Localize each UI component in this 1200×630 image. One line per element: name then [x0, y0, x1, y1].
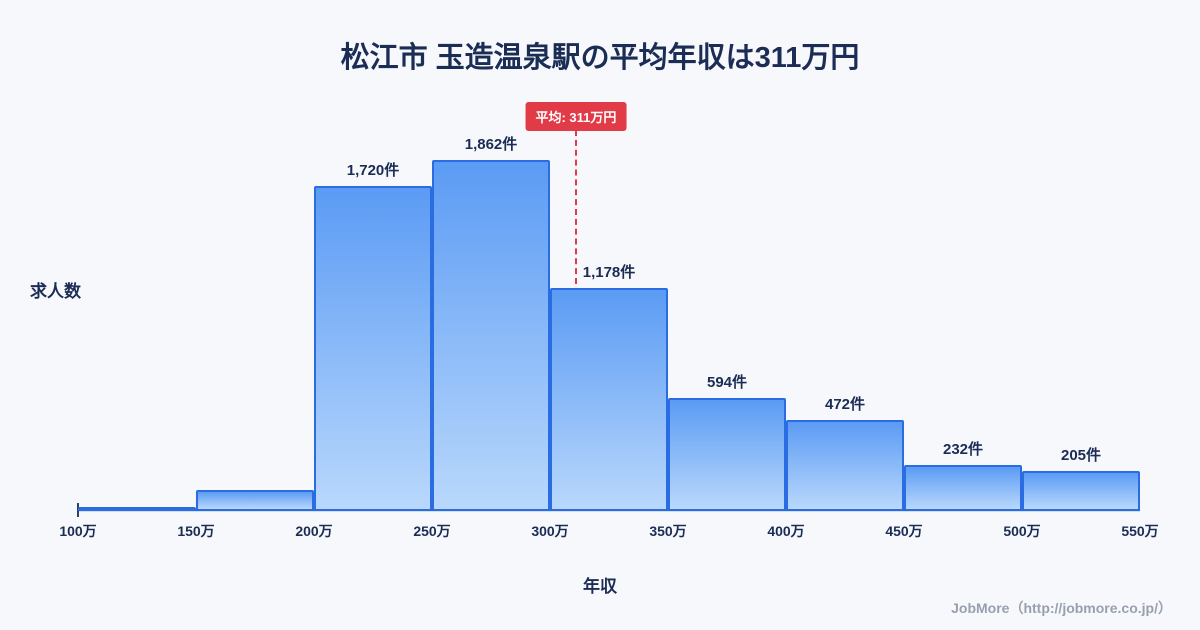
bar-value-label: 1,178件	[582, 263, 636, 281]
histogram-bar	[1022, 470, 1140, 511]
bar-value-label: 1,862件	[464, 135, 518, 153]
histogram-bar	[550, 287, 668, 511]
x-tick-label: 200万	[295, 523, 333, 539]
footer-credit: JobMore（http://jobmore.co.jp/）	[951, 600, 1172, 616]
histogram-bar	[78, 507, 196, 511]
x-tick-label: 400万	[767, 523, 805, 539]
x-axis-label: 年収	[583, 577, 617, 596]
x-tick-label: 450万	[885, 523, 923, 539]
bar-value-label: 232件	[942, 441, 984, 459]
average-badge: 平均: 311万円	[525, 102, 627, 131]
bar-value-label: 1,720件	[346, 162, 400, 180]
bar-value-label: 205件	[1060, 446, 1102, 464]
bar-value-label: 472件	[824, 396, 866, 414]
x-tick-label: 300万	[531, 523, 569, 539]
x-tick-label: 550万	[1121, 523, 1159, 539]
histogram-bar	[432, 159, 550, 511]
histogram-bar	[314, 186, 432, 511]
chart-title: 松江市 玉造温泉駅の平均年収は311万円	[340, 42, 860, 74]
x-axis-ticks: 100万 150万 200万 250万 300万 350万 400万 450万 500万 550万	[59, 521, 1158, 541]
bar-value-label: 594件	[706, 373, 748, 391]
x-tick-label: 100万	[59, 523, 97, 539]
x-tick-label: 150万	[177, 523, 215, 539]
histogram-bar	[668, 397, 786, 511]
plot-area: 平均: 311万円 1,720件 1,862件 1,178件 594件 472件 232件…	[77, 100, 1140, 517]
y-axis-label: 求人数	[30, 282, 81, 301]
x-tick-label: 250万	[413, 523, 451, 539]
x-tick-label: 500万	[1003, 523, 1041, 539]
histogram-bar	[196, 490, 314, 511]
x-tick-label: 350万	[649, 523, 687, 539]
histogram-bar	[786, 420, 904, 511]
histogram-bar	[904, 465, 1022, 511]
